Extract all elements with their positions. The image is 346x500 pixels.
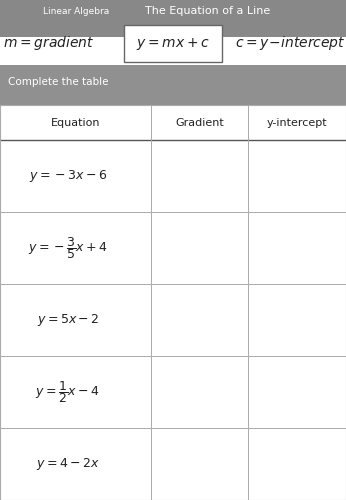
Text: $y = \dfrac{1}{2}x - 4$: $y = \dfrac{1}{2}x - 4$	[35, 379, 100, 405]
Text: Equation: Equation	[51, 118, 100, 128]
Text: $y = -3x - 6$: $y = -3x - 6$	[29, 168, 107, 184]
Text: $\mathit{m = gradient}$: $\mathit{m = gradient}$	[3, 34, 94, 52]
Text: $y = -\dfrac{3}{5}x + 4$: $y = -\dfrac{3}{5}x + 4$	[28, 235, 108, 261]
Text: $y = 5x - 2$: $y = 5x - 2$	[37, 312, 99, 328]
Text: $y = 4 - 2x$: $y = 4 - 2x$	[36, 456, 100, 472]
Text: The Equation of a Line: The Equation of a Line	[145, 6, 270, 16]
Text: Linear Algebra: Linear Algebra	[43, 6, 109, 16]
Bar	[0, 65, 346, 105]
Text: y-intercept: y-intercept	[267, 118, 328, 128]
Text: $\mathit{y = mx + c}$: $\mathit{y = mx + c}$	[136, 36, 210, 52]
FancyBboxPatch shape	[0, 0, 346, 37]
FancyBboxPatch shape	[124, 25, 222, 62]
Text: Gradient: Gradient	[175, 118, 224, 128]
Text: $\mathit{c = y\!-\!intercept}$: $\mathit{c = y\!-\!intercept}$	[235, 34, 346, 52]
Text: Complete the table: Complete the table	[8, 77, 109, 87]
Bar	[0, 105, 346, 500]
